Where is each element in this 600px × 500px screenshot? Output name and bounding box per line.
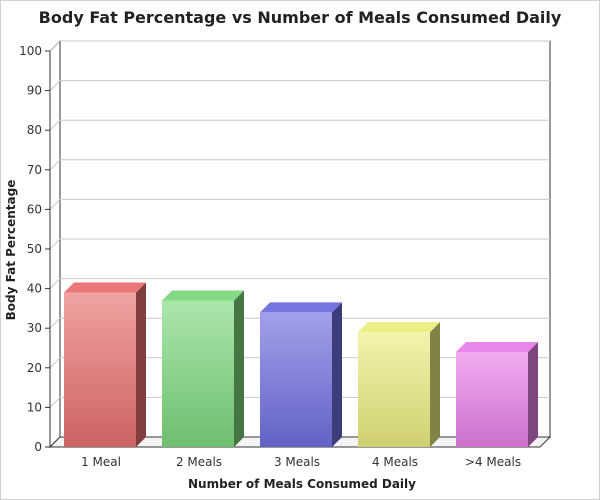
y-tick-label: 40 bbox=[27, 282, 42, 296]
bar-side bbox=[332, 302, 342, 447]
bar-top bbox=[260, 302, 342, 313]
bar-top bbox=[162, 290, 244, 301]
y-axis-title: Body Fat Percentage bbox=[4, 180, 18, 321]
bar-top bbox=[358, 322, 440, 333]
x-tick-label: 4 Meals bbox=[372, 455, 418, 469]
gridline-side bbox=[49, 238, 61, 250]
y-tick-label: 70 bbox=[27, 163, 42, 177]
bar-front bbox=[358, 332, 430, 447]
gridline-side bbox=[49, 317, 61, 329]
chart-title: Body Fat Percentage vs Number of Meals C… bbox=[38, 8, 562, 27]
bar bbox=[162, 290, 244, 447]
y-tick-label: 100 bbox=[19, 44, 42, 58]
y-tick-label: 20 bbox=[27, 361, 42, 375]
y-tick-label: 0 bbox=[34, 440, 42, 454]
x-tick-label: 3 Meals bbox=[274, 455, 320, 469]
bar bbox=[358, 322, 440, 447]
x-axis-ticks: 1 Meal 2 Meals 3 Meals 4 Meals >4 Meals bbox=[81, 455, 521, 469]
x-tick-label: >4 Meals bbox=[465, 455, 521, 469]
bar-side bbox=[136, 282, 146, 447]
gridline-side bbox=[49, 199, 61, 210]
bar-front bbox=[260, 312, 332, 447]
gridline-side bbox=[49, 159, 61, 171]
bar-front bbox=[162, 300, 234, 447]
y-tick-label: 90 bbox=[27, 84, 42, 98]
bar-top bbox=[456, 341, 538, 352]
bars bbox=[64, 282, 538, 447]
gridline-side bbox=[49, 40, 61, 52]
gridline-side bbox=[49, 80, 61, 91]
y-tick-label: 80 bbox=[27, 123, 42, 137]
bar-top bbox=[64, 282, 146, 293]
bar-front bbox=[456, 351, 528, 447]
x-axis-title: Number of Meals Consumed Daily bbox=[188, 477, 416, 491]
bar-front bbox=[64, 292, 136, 447]
bar-side bbox=[528, 341, 538, 447]
gridline-side bbox=[49, 397, 61, 408]
bar bbox=[64, 282, 146, 447]
bar bbox=[456, 341, 538, 447]
x-tick-label: 2 Meals bbox=[176, 455, 222, 469]
y-tick-label: 10 bbox=[27, 400, 42, 414]
y-tick-label: 30 bbox=[27, 321, 42, 335]
bar-side bbox=[430, 322, 440, 447]
gridline-side bbox=[49, 119, 61, 131]
y-tick-label: 60 bbox=[27, 202, 42, 216]
y-axis-ticks: 0 10 20 30 40 50 60 70 80 90 100 bbox=[19, 44, 51, 454]
bar bbox=[260, 302, 342, 447]
y-tick-label: 50 bbox=[27, 242, 42, 256]
gridline-side bbox=[49, 357, 61, 369]
x-tick-label: 1 Meal bbox=[81, 455, 121, 469]
gridline-side bbox=[49, 278, 61, 289]
bar-side bbox=[234, 290, 244, 447]
